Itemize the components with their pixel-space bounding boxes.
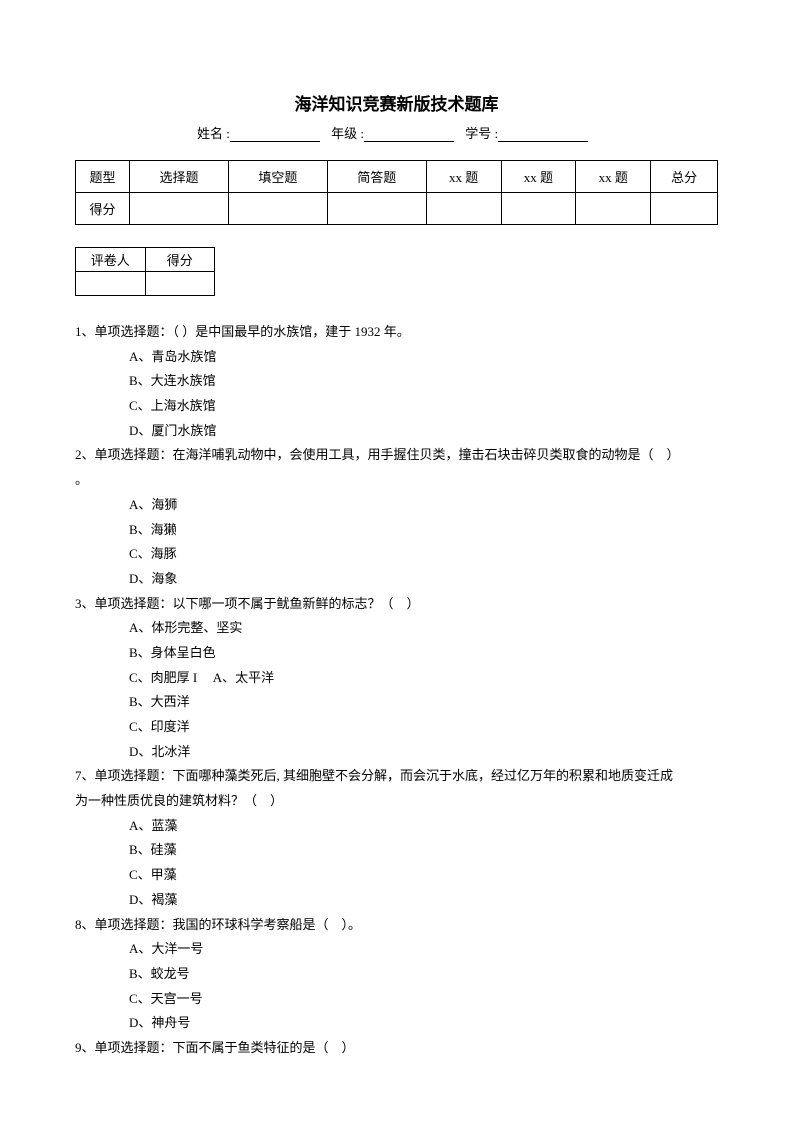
question-option: B、海獭 bbox=[75, 518, 718, 543]
question-option: A、蓝藻 bbox=[75, 814, 718, 839]
question-option: C、上海水族馆 bbox=[75, 394, 718, 419]
question-option: B、身体呈白色 bbox=[75, 641, 718, 666]
question-text: 2、单项选择题：在海洋哺乳动物中，会使用工具，用手握住贝类，撞击石块击碎贝类取食… bbox=[75, 443, 718, 468]
name-blank[interactable] bbox=[230, 128, 320, 142]
question-item: 1、单项选择题：（ ）是中国最早的水族馆，建于 1932 年。 A、青岛水族馆 … bbox=[75, 320, 718, 443]
table-cell[interactable] bbox=[145, 272, 215, 296]
question-option: C、海豚 bbox=[75, 542, 718, 567]
question-option: D、海象 bbox=[75, 567, 718, 592]
table-cell[interactable] bbox=[651, 193, 718, 225]
question-text: 1、单项选择题：（ ）是中国最早的水族馆，建于 1932 年。 bbox=[75, 320, 718, 345]
question-option: A、青岛水族馆 bbox=[75, 345, 718, 370]
question-text-cont: 。 bbox=[75, 468, 718, 493]
question-option: A、大洋一号 bbox=[75, 937, 718, 962]
question-item: 9、单项选择题：下面不属于鱼类特征的是（ ） bbox=[75, 1036, 718, 1061]
page-title: 海洋知识竞赛新版技术题库 bbox=[75, 90, 718, 115]
question-option: D、褐藻 bbox=[75, 888, 718, 913]
table-cell[interactable] bbox=[130, 193, 229, 225]
question-text: 9、单项选择题：下面不属于鱼类特征的是（ ） bbox=[75, 1036, 718, 1061]
question-text-cont: 为一种性质优良的建筑材料？（ ） bbox=[75, 789, 718, 814]
table-cell[interactable] bbox=[76, 272, 146, 296]
id-blank[interactable] bbox=[498, 128, 588, 142]
question-option: D、神舟号 bbox=[75, 1011, 718, 1036]
table-cell: 得分 bbox=[145, 248, 215, 272]
question-item: 3、单项选择题：以下哪一项不属于鱿鱼新鲜的标志？（ ） A、体形完整、坚实 B、… bbox=[75, 592, 718, 765]
table-cell: 填空题 bbox=[228, 161, 327, 193]
grader-table: 评卷人 得分 bbox=[75, 247, 215, 296]
table-row bbox=[76, 272, 215, 296]
table-cell[interactable] bbox=[576, 193, 651, 225]
question-option: A、体形完整、坚实 bbox=[75, 616, 718, 641]
question-item: 7、单项选择题：下面哪种藻类死后, 其细胞壁不会分解，而会沉于水底，经过亿万年的… bbox=[75, 764, 718, 912]
question-text: 8、单项选择题：我国的环球科学考察船是（ ）。 bbox=[75, 913, 718, 938]
table-row: 题型 选择题 填空题 简答题 xx 题 xx 题 xx 题 总分 bbox=[76, 161, 718, 193]
questions-container: 1、单项选择题：（ ）是中国最早的水族馆，建于 1932 年。 A、青岛水族馆 … bbox=[75, 320, 718, 1061]
table-cell[interactable] bbox=[327, 193, 426, 225]
table-cell: 总分 bbox=[651, 161, 718, 193]
table-cell: xx 题 bbox=[426, 161, 501, 193]
id-label: 学号 : bbox=[465, 126, 498, 141]
question-option: C、肉肥厚 I A、太平洋 bbox=[75, 666, 718, 691]
grade-label: 年级 : bbox=[331, 126, 364, 141]
question-option: C、印度洋 bbox=[75, 715, 718, 740]
question-option: D、厦门水族馆 bbox=[75, 419, 718, 444]
question-option: C、天宫一号 bbox=[75, 987, 718, 1012]
question-option: B、蛟龙号 bbox=[75, 962, 718, 987]
grade-blank[interactable] bbox=[364, 128, 454, 142]
question-option: C、甲藻 bbox=[75, 863, 718, 888]
question-text: 3、单项选择题：以下哪一项不属于鱿鱼新鲜的标志？（ ） bbox=[75, 592, 718, 617]
table-cell[interactable] bbox=[228, 193, 327, 225]
table-cell: xx 题 bbox=[576, 161, 651, 193]
question-option: D、北冰洋 bbox=[75, 740, 718, 765]
table-cell: xx 题 bbox=[501, 161, 576, 193]
table-cell: 得分 bbox=[76, 193, 130, 225]
question-item: 2、单项选择题：在海洋哺乳动物中，会使用工具，用手握住贝类，撞击石块击碎贝类取食… bbox=[75, 443, 718, 591]
table-cell: 简答题 bbox=[327, 161, 426, 193]
score-table: 题型 选择题 填空题 简答题 xx 题 xx 题 xx 题 总分 得分 bbox=[75, 160, 718, 225]
question-text: 7、单项选择题：下面哪种藻类死后, 其细胞壁不会分解，而会沉于水底，经过亿万年的… bbox=[75, 764, 718, 789]
table-cell[interactable] bbox=[501, 193, 576, 225]
table-cell: 评卷人 bbox=[76, 248, 146, 272]
student-info-line: 姓名 : 年级 : 学号 : bbox=[75, 123, 718, 142]
table-cell: 选择题 bbox=[130, 161, 229, 193]
question-option: B、大连水族馆 bbox=[75, 369, 718, 394]
table-cell[interactable] bbox=[426, 193, 501, 225]
table-row: 评卷人 得分 bbox=[76, 248, 215, 272]
question-option: B、大西洋 bbox=[75, 690, 718, 715]
table-cell: 题型 bbox=[76, 161, 130, 193]
table-row: 得分 bbox=[76, 193, 718, 225]
question-option: B、硅藻 bbox=[75, 838, 718, 863]
question-option: A、海狮 bbox=[75, 493, 718, 518]
name-label: 姓名 : bbox=[197, 126, 230, 141]
question-item: 8、单项选择题：我国的环球科学考察船是（ ）。 A、大洋一号 B、蛟龙号 C、天… bbox=[75, 913, 718, 1036]
